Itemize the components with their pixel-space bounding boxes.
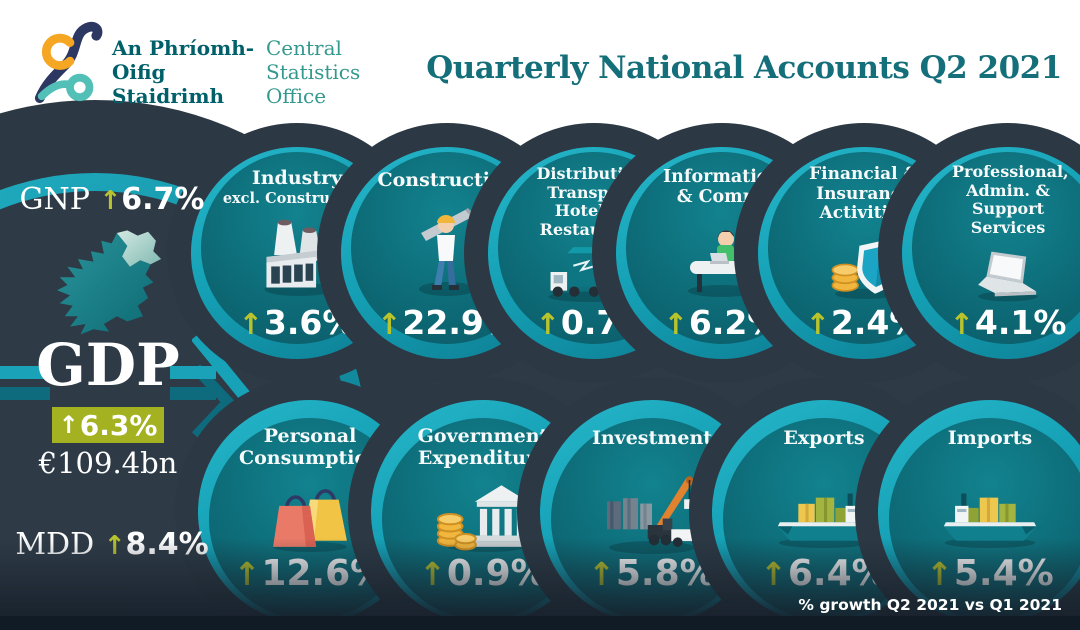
sector-label: Government Expenditure <box>417 425 549 470</box>
up-arrow-icon: ↑ <box>535 307 560 341</box>
logo-text-irish: An Phríomh-Oifig Staidrimh <box>112 36 255 108</box>
sector-label: Imports <box>947 427 1033 449</box>
sector-label: Exports <box>783 427 865 449</box>
laptop-icon <box>978 251 1038 302</box>
construction-worker-icon <box>419 208 475 296</box>
gnp-value: 6.7% <box>121 182 205 217</box>
sector-value: 5.4% <box>953 553 1054 594</box>
republic-of-ireland-shape <box>57 233 154 335</box>
up-arrow-icon: ↑ <box>377 307 402 341</box>
gdp-label: GDP <box>36 331 180 399</box>
cargo-ship-import-icon <box>943 493 1037 548</box>
up-arrow-icon: ↑ <box>58 411 79 439</box>
sector-value: 4.1% <box>974 303 1067 342</box>
gnp-label: GNP <box>19 182 90 217</box>
mdd-value: 8.4% <box>125 527 209 562</box>
sector-label: Investment <box>591 427 713 449</box>
up-arrow-icon: ↑ <box>233 557 261 593</box>
gdp-value: 6.3% <box>79 408 158 442</box>
northern-ireland-shape <box>116 230 162 267</box>
up-arrow-icon: ↑ <box>805 307 830 341</box>
cso-logo-icon <box>34 21 103 104</box>
sector-label: Industry <box>251 167 343 189</box>
gdp-right-bar-bottom <box>170 387 216 400</box>
footnote: % growth Q2 2021 vs Q1 2021 <box>798 596 1062 614</box>
bottom-strip <box>0 616 1080 630</box>
gdp-right-bar-top <box>170 366 216 379</box>
up-arrow-icon: ↑ <box>99 186 122 216</box>
gnp-stat: GNP ↑6.7% <box>12 182 212 217</box>
sector-label: Personal Consumption <box>239 425 381 470</box>
sector-label: Professional, Admin. & Support Services <box>952 162 1069 237</box>
gdp-left-bar-bottom <box>0 387 50 400</box>
mdd-label: MDD <box>15 527 95 562</box>
gdp-growth-badge: ↑ 6.3% <box>52 407 164 443</box>
sector-imports-circle: Imports ↑5.4% <box>855 377 1080 630</box>
factory-icon <box>264 219 334 297</box>
up-arrow-icon: ↑ <box>238 307 263 341</box>
up-arrow-icon: ↑ <box>588 557 615 593</box>
up-arrow-icon: ↑ <box>663 307 688 341</box>
up-arrow-icon: ↑ <box>926 557 953 593</box>
shopping-bags-icon <box>273 489 347 552</box>
up-arrow-icon: ↑ <box>419 557 446 593</box>
sector-professional-circle: Professional, Admin. & Support Services … <box>878 123 1080 383</box>
up-arrow-icon: ↑ <box>949 307 974 341</box>
gdp-left-bar-top <box>0 366 50 379</box>
page-title: Quarterly National Accounts Q2 2021 <box>426 50 1062 86</box>
ireland-map <box>38 220 188 354</box>
logo-text-english: Central Statistics Office <box>266 36 361 108</box>
up-arrow-icon: ↑ <box>103 531 126 561</box>
up-arrow-icon: ↑ <box>760 557 787 593</box>
gdp-amount: €109.4bn <box>38 446 178 480</box>
mdd-stat: MDD ↑8.4% <box>12 527 212 562</box>
